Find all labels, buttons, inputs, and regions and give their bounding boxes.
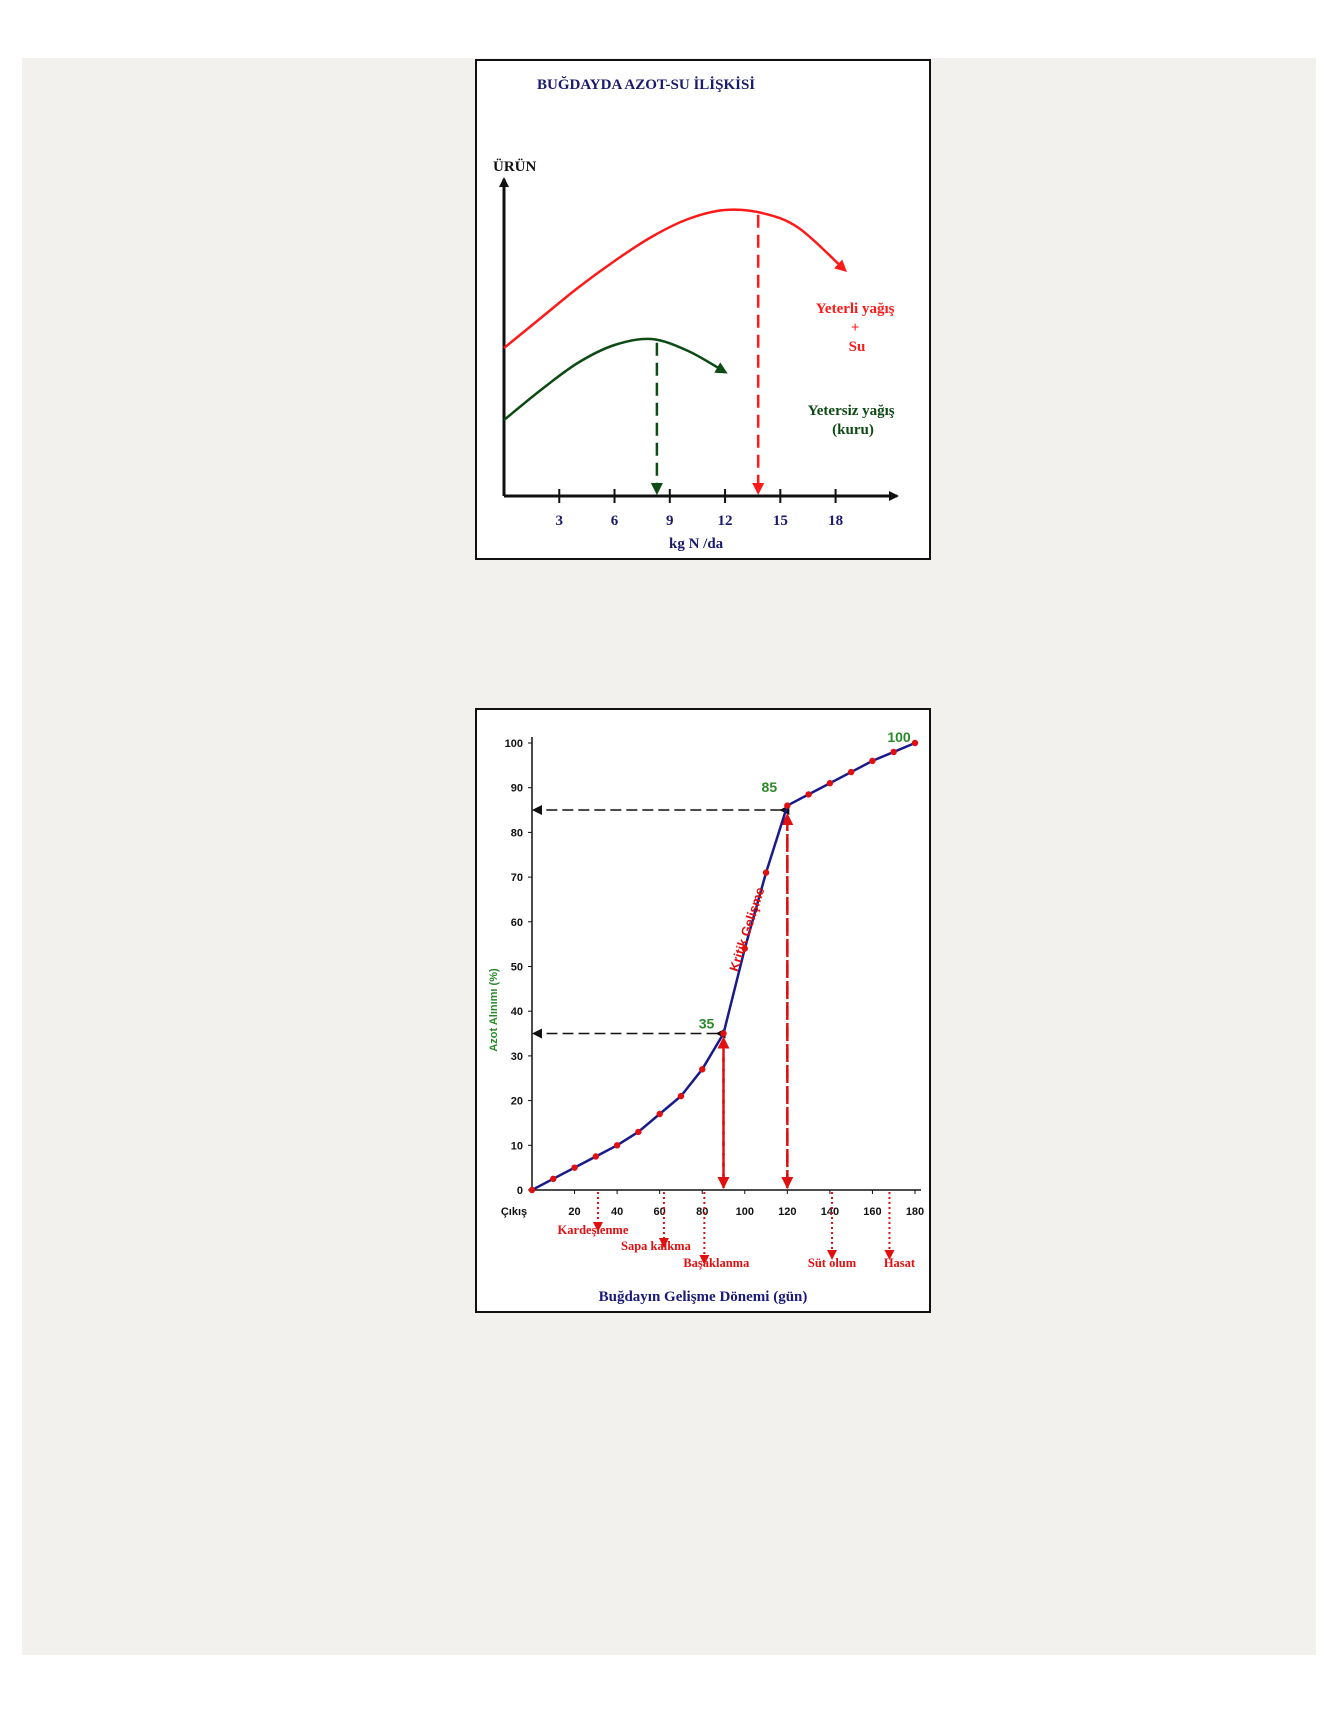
- chart1-title: BUĞDAYDA AZOT-SU İLİŞKİSİ: [537, 76, 755, 93]
- nitrogen-water-chart: BUĞDAYDA AZOT-SU İLİŞKİSİ ÜRÜN kg N /da …: [475, 59, 931, 560]
- chart2-x-tick-label: 20: [568, 1206, 580, 1218]
- chart2-y-ticks: 0 10 20 30 40 50 60 70 80 90 100: [505, 738, 532, 1197]
- chart2-y-tick-label: 80: [511, 827, 523, 839]
- chart1-x-tick-label: 15: [773, 513, 788, 529]
- chart1-x-tick-label: 6: [611, 513, 619, 529]
- chart2-guides: [532, 805, 794, 1189]
- chart2-ylabel: Azot Alınımı (%): [488, 968, 500, 1052]
- nitrogen-uptake-svg: Azot Alınımı (%) Buğdayın Gelişme Dönemi…: [488, 729, 924, 1305]
- point-label-100: 100: [887, 729, 911, 745]
- yeterli-yagis-curve: [503, 208, 848, 349]
- chart2-x-tick-label: Çıkış: [501, 1206, 527, 1218]
- chart1-xlabel: kg N /da: [669, 536, 724, 552]
- chart2-xlabel: Buğdayın Gelişme Dönemi (gün): [599, 1289, 808, 1305]
- chart2-x-tick-label: 40: [611, 1206, 623, 1218]
- legend-yetersiz-yagis: Yetersiz yağış (kuru): [808, 403, 899, 438]
- chart2-point-labels: 35 85 100: [699, 729, 911, 1032]
- chart1-x-tick-label: 12: [718, 513, 733, 529]
- chart2-growth-stages: Kardeşlenme Sapa kalkma Başaklanma Süt olum…: [558, 1192, 916, 1270]
- point-label-35: 35: [699, 1016, 715, 1032]
- stage-label: Hasat: [884, 1256, 916, 1270]
- uptake-point: [847, 768, 855, 776]
- chart2-y-tick-label: 50: [511, 962, 523, 974]
- chart2-x-tick-label: 120: [778, 1206, 796, 1218]
- uptake-point: [911, 739, 919, 747]
- uptake-point: [741, 945, 748, 952]
- uptake-point: [699, 1066, 706, 1073]
- uptake-point: [592, 1153, 600, 1160]
- legend-yeterli-yagis: Yeterli yağış + Su: [816, 301, 898, 355]
- nitrogen-water-svg: BUĞDAYDA AZOT-SU İLİŞKİSİ ÜRÜN kg N /da …: [493, 76, 899, 552]
- chart1-x-tick-label: 18: [828, 513, 843, 529]
- uptake-point: [826, 780, 834, 787]
- chart2-x-ticks: Çıkış 20 40 60 80 100 120 140 160 180: [501, 1190, 924, 1218]
- kritik-gelisme-annotation: Kritik Gelişme: [726, 885, 767, 973]
- uptake-point: [784, 802, 791, 809]
- nitrogen-uptake-chart: Azot Alınımı (%) Buğdayın Gelişme Dönemi…: [475, 708, 931, 1313]
- chart1-series: [503, 208, 848, 495]
- stage-label: Sapa kalkma: [621, 1239, 692, 1253]
- chart2-y-tick-label: 40: [511, 1006, 523, 1018]
- chart2-axes: [531, 737, 921, 1191]
- uptake-point: [656, 1110, 663, 1118]
- chart2-x-tick-label: 160: [863, 1206, 881, 1218]
- chart2-y-tick-label: 100: [505, 738, 523, 750]
- chart2-x-tick-label: 180: [906, 1206, 924, 1218]
- uptake-point: [677, 1092, 685, 1100]
- point-label-85: 85: [762, 779, 778, 795]
- stage-label: Süt olum: [808, 1256, 857, 1270]
- stage-label: Başaklanma: [683, 1256, 750, 1270]
- chart2-series: [528, 739, 919, 1194]
- chart2-x-tick-label: 140: [821, 1206, 839, 1218]
- uptake-point: [613, 1142, 621, 1149]
- uptake-point: [635, 1128, 642, 1136]
- chart2-y-tick-label: 90: [511, 783, 523, 795]
- chart1-ylabel: ÜRÜN: [493, 158, 536, 175]
- chart1-x-tick-label: 9: [666, 513, 674, 529]
- uptake-point: [720, 1030, 727, 1037]
- chart2-x-tick-label: 60: [654, 1206, 666, 1218]
- chart2-y-tick-label: 10: [511, 1140, 523, 1152]
- chart2-y-tick-label: 20: [511, 1096, 523, 1108]
- chart2-y-tick-label: 60: [511, 917, 523, 929]
- chart1-axes: [499, 177, 899, 501]
- uptake-point: [762, 869, 770, 876]
- yetersiz-yagis-curve: [503, 337, 728, 421]
- uptake-point: [571, 1164, 578, 1171]
- stage-label: Kardeşlenme: [558, 1223, 629, 1237]
- chart1-x-ticks: 3 6 9 12 15 18: [556, 489, 843, 529]
- chart1-x-tick-label: 3: [556, 513, 564, 529]
- uptake-point: [550, 1175, 557, 1183]
- chart2-x-tick-label: 80: [696, 1206, 708, 1218]
- chart2-y-tick-label: 0: [517, 1185, 523, 1197]
- chart2-y-tick-label: 30: [511, 1051, 523, 1063]
- uptake-point: [890, 748, 897, 756]
- chart2-x-tick-label: 100: [736, 1206, 754, 1218]
- uptake-point: [528, 1186, 536, 1194]
- uptake-point: [805, 791, 812, 798]
- uptake-point: [869, 757, 876, 765]
- chart2-y-tick-label: 70: [511, 872, 523, 884]
